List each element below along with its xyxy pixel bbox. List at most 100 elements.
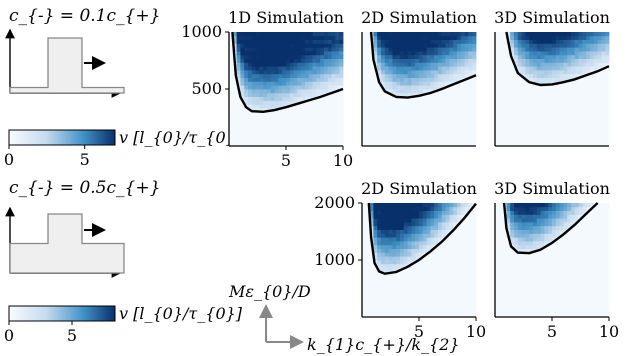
heatmap-cell: [232, 127, 237, 132]
heatmap-cell: [248, 127, 253, 132]
heatmap-cell: [533, 294, 538, 299]
heatmap-cell: [593, 222, 598, 227]
heatmap-cell: [514, 123, 519, 128]
heatmap-cell: [365, 225, 370, 230]
heatmap-cell: [229, 92, 234, 97]
heatmap-cell: [533, 127, 538, 132]
heatmap-cell: [339, 47, 344, 52]
heatmap-cell: [571, 305, 576, 310]
heatmap-cell: [441, 70, 446, 75]
heatmap-cell: [403, 119, 408, 124]
heatmap-cell: [270, 100, 275, 105]
heatmap-cell: [400, 279, 405, 284]
heatmap-cell: [308, 54, 313, 59]
heatmap-cell: [407, 271, 412, 276]
heatmap-cell: [259, 111, 264, 116]
heatmap-cell: [517, 47, 522, 52]
heatmap-cell: [548, 301, 553, 306]
heatmap-cell: [548, 89, 553, 94]
heatmap-cell: [460, 206, 465, 211]
heatmap-cell: [286, 85, 291, 90]
heatmap-cell: [411, 35, 416, 40]
heatmap-cell: [552, 282, 557, 287]
heatmap-cell: [597, 241, 602, 246]
heatmap-cell: [445, 260, 450, 265]
heatmap-cell: [506, 73, 511, 78]
heatmap-cell: [286, 54, 291, 59]
heatmap-cell: [586, 244, 591, 249]
heatmap-cell: [590, 222, 595, 227]
heatmap-cell: [529, 54, 534, 59]
heatmap-cell: [422, 282, 427, 287]
colorbar-1: 0 5 v [l_{0}/τ_{0}]: [4, 128, 243, 169]
heatmap-cell: [567, 260, 572, 265]
heatmap-cell: [426, 115, 431, 120]
heatmap-cell: [259, 32, 264, 37]
heatmap-cell: [460, 248, 465, 253]
heatmap-cell: [411, 70, 416, 75]
heatmap-cell: [248, 58, 253, 63]
heatmap-cell: [529, 130, 534, 135]
heatmap-cell: [517, 309, 522, 314]
heatmap-cell: [320, 130, 325, 135]
heatmap-cell: [411, 206, 416, 211]
heatmap-cell: [229, 62, 234, 67]
heatmap-cell: [517, 66, 522, 71]
heatmap-cell: [533, 115, 538, 120]
heatmap-cell: [384, 123, 389, 128]
heatmap-cell: [373, 35, 378, 40]
heatmap-cell: [605, 77, 610, 82]
heatmap-cell: [525, 203, 530, 208]
heatmap-cell: [422, 237, 427, 242]
heatmap-cell: [396, 222, 401, 227]
heatmap-cell: [521, 39, 526, 44]
heatmap-cell: [388, 241, 393, 246]
heatmap-cell: [400, 54, 405, 59]
heatmap-cell: [453, 130, 458, 135]
heatmap-cell: [529, 222, 534, 227]
heatmap-cell: [441, 58, 446, 63]
heatmap-cell: [559, 286, 564, 291]
heatmap-cell: [305, 115, 310, 120]
heatmap-cell: [320, 127, 325, 132]
heatmap-cell: [457, 104, 462, 109]
heatmap-cell: [506, 104, 511, 109]
heatmap-cell: [521, 43, 526, 48]
heatmap-cell: [419, 244, 424, 249]
heatmap-cell: [597, 89, 602, 94]
heatmap-cell: [502, 70, 507, 75]
heatmap-cell: [559, 92, 564, 97]
heatmap-cell: [525, 115, 530, 120]
heatmap-cell: [392, 108, 397, 113]
heatmap-cell: [540, 298, 545, 303]
heatmap-cell: [282, 32, 287, 37]
heatmap-cell: [362, 214, 367, 219]
heatmap-cell: [422, 313, 427, 318]
heatmap-cell: [403, 66, 408, 71]
heatmap-cell: [574, 39, 579, 44]
heatmap-cell: [495, 138, 500, 143]
heatmap-cell: [525, 267, 530, 272]
heatmap-cell: [381, 263, 386, 268]
heatmap-cell: [438, 248, 443, 253]
heatmap-cell: [464, 111, 469, 116]
heatmap-cell: [540, 305, 545, 310]
heatmap-cell: [514, 127, 519, 132]
heatmap-cell: [457, 305, 462, 310]
heatmap-cell: [586, 51, 591, 56]
heatmap-cell: [555, 108, 560, 113]
heatmap-cell: [525, 237, 530, 242]
heatmap-cell: [495, 119, 500, 124]
heatmap-cell: [274, 115, 279, 120]
heatmap-cell: [335, 138, 340, 143]
heatmap-cell: [544, 298, 549, 303]
heatmap-cell: [297, 32, 302, 37]
heatmap-cell: [529, 214, 534, 219]
heatmap-cell: [327, 77, 332, 82]
heatmap-cell: [396, 260, 401, 265]
heatmap-cell: [533, 111, 538, 116]
heatmap-cell: [514, 241, 519, 246]
heatmap-cell: [388, 130, 393, 135]
heatmap-cell: [331, 85, 336, 90]
heatmap-cell: [514, 142, 519, 147]
